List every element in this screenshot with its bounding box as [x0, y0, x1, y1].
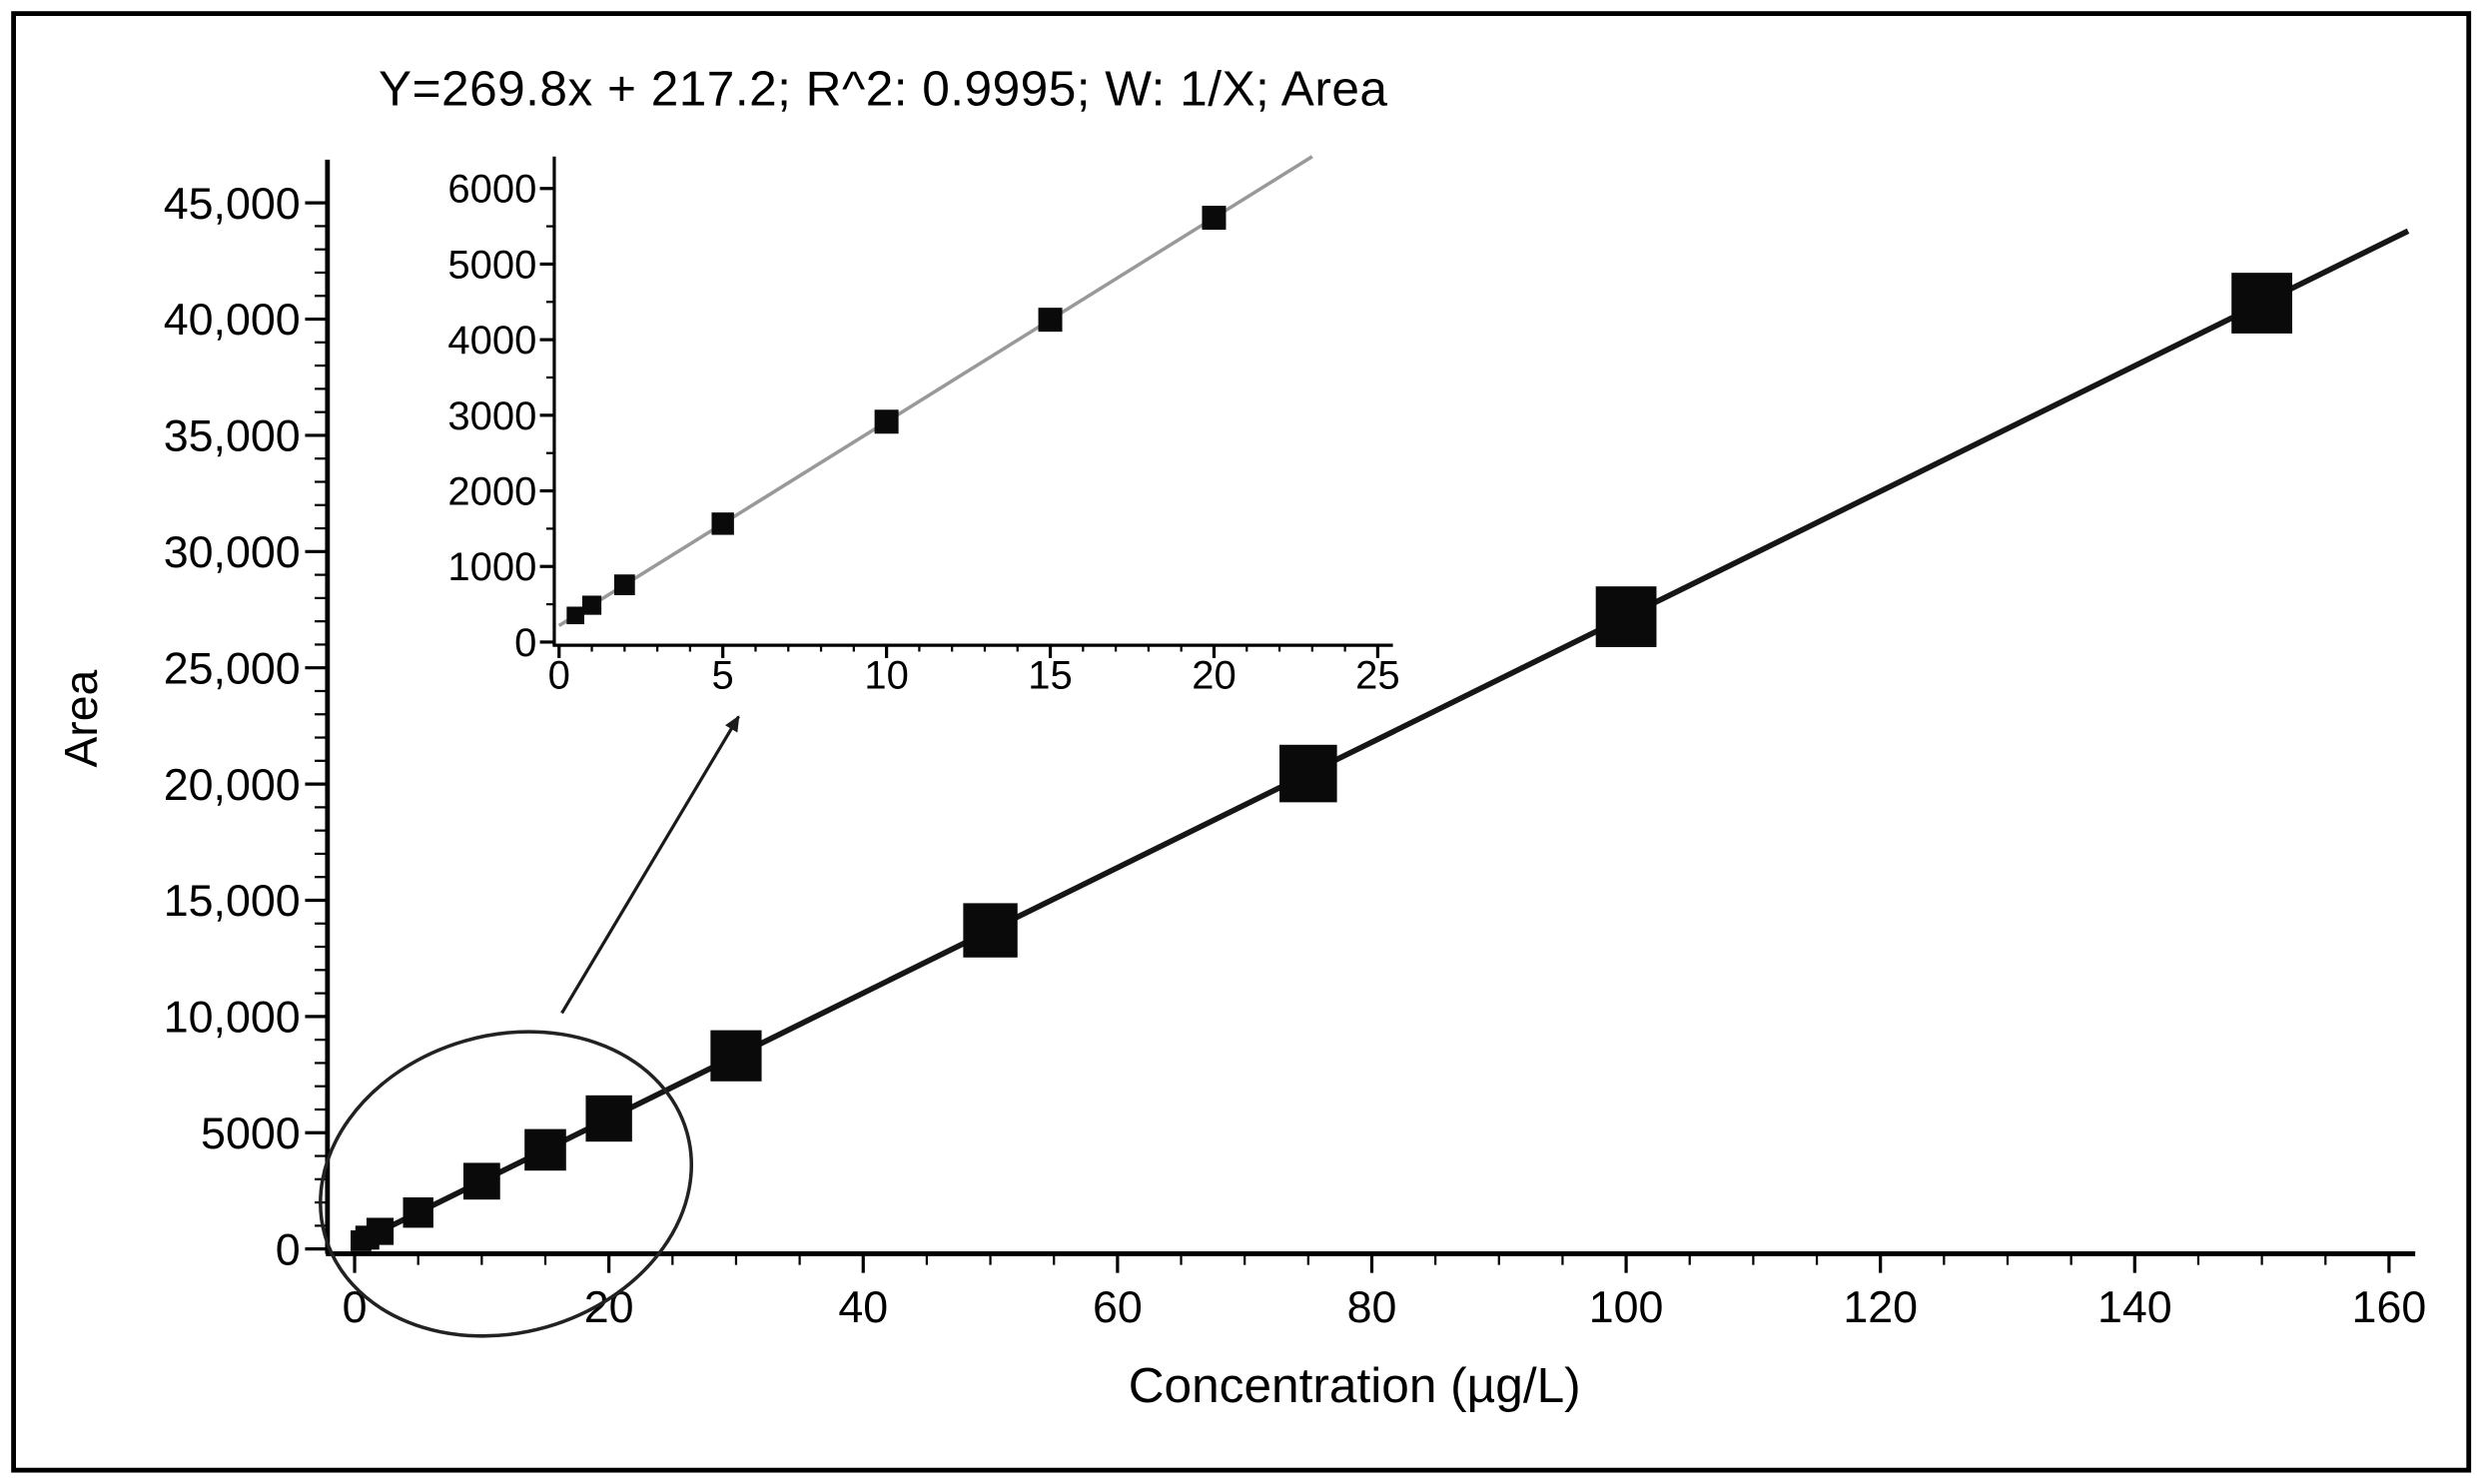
main-y-tick-label: 35,000: [164, 411, 301, 461]
main-y-tick-label: 25,000: [164, 643, 301, 693]
inset-y-tick-label: 2000: [447, 470, 536, 514]
inset-data-point: [1038, 308, 1063, 333]
inset-data-point: [566, 606, 584, 625]
main-data-point: [524, 1128, 566, 1171]
main-x-tick-label: 120: [1843, 1282, 1918, 1332]
main-data-point: [366, 1217, 395, 1245]
inset-plot-group: 0 5 10 15 20 25 0 1000 2000 3000 4000 5000 6000: [447, 155, 1400, 697]
inset-x-tick-label: 25: [1355, 653, 1399, 697]
zoom-arrow: [560, 715, 740, 1015]
main-y-tick-label: 0: [276, 1224, 301, 1274]
zoom-ellipse: [319, 1030, 694, 1338]
main-data-point: [403, 1197, 433, 1228]
main-x-tick-label: 60: [1093, 1282, 1143, 1332]
y-axis-label: Area: [56, 669, 108, 768]
main-x-tick-label: 80: [1347, 1282, 1397, 1332]
inset-data-point: [581, 595, 602, 615]
main-data-point: [1279, 744, 1337, 803]
inset-y-tick-label: 4000: [447, 319, 536, 363]
main-plot-group: 0 20 40 60 80 100 120 140 1600500010,00015,00020…: [164, 159, 2427, 1332]
main-y-tick-label: 20,000: [164, 760, 301, 810]
inset-y-tick-label: 6000: [447, 168, 536, 212]
main-y-tick-label: 5000: [201, 1109, 301, 1158]
inset-x-tick-label: 5: [712, 653, 734, 697]
main-data-point: [462, 1162, 500, 1200]
inset-x-tick-label: 15: [1028, 653, 1072, 697]
inset-data-point: [711, 512, 734, 535]
main-data-point: [1595, 586, 1657, 647]
main-y-tick-label: 10,000: [164, 993, 301, 1043]
main-x-tick-label: 40: [838, 1282, 888, 1332]
main-data-point: [585, 1095, 632, 1142]
x-axis-label: Concentration (µg/L): [1128, 1357, 1581, 1414]
main-x-tick-label: 100: [1589, 1282, 1664, 1332]
main-y-tick-label: 15,000: [164, 876, 301, 926]
inset-x-tick-label: 10: [864, 653, 908, 697]
inset-data-point: [613, 574, 635, 596]
main-y-tick-label: 45,000: [164, 179, 301, 229]
main-x-tick-label: 160: [2352, 1282, 2427, 1332]
inset-data-point: [1202, 206, 1227, 231]
inset-x-tick-label: 20: [1192, 653, 1236, 697]
inset-y-tick-label: 5000: [447, 243, 536, 287]
main-data-point: [710, 1030, 762, 1082]
inset-data-point: [874, 409, 899, 434]
inset-y-tick-label: 0: [514, 621, 536, 665]
main-x-tick-label: 140: [2097, 1282, 2172, 1332]
main-data-point: [963, 903, 1018, 958]
inset-y-tick-label: 1000: [447, 545, 536, 589]
inset-y-tick-label: 3000: [447, 394, 536, 438]
inset-fit-line: [557, 155, 1313, 627]
main-fit-line: [356, 228, 2410, 1245]
main-y-tick-label: 30,000: [164, 527, 301, 577]
chart-title: Y=269.8x + 217.2; R^2: 0.9995; W: 1/X; A…: [379, 60, 1388, 117]
main-y-tick-label: 40,000: [164, 295, 301, 345]
main-data-point: [2231, 273, 2292, 334]
main-x-tick-label: 0: [343, 1282, 368, 1332]
figure-border: [11, 11, 2472, 1473]
inset-x-tick-label: 0: [548, 653, 570, 697]
